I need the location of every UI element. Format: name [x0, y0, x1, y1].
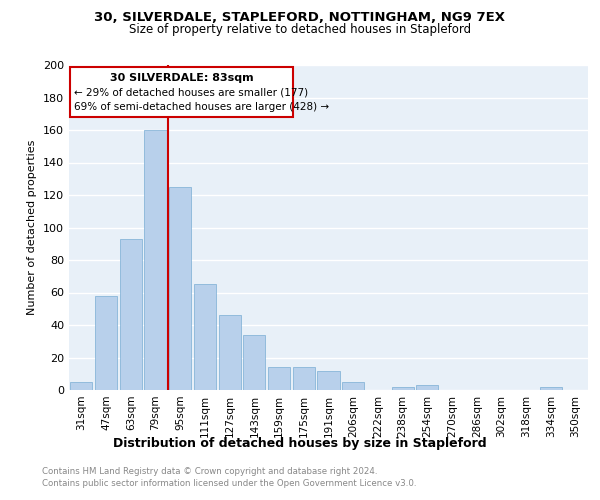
Bar	[119, 239, 142, 390]
Text: 69% of semi-detached houses are larger (428) →: 69% of semi-detached houses are larger (…	[74, 102, 329, 113]
Bar	[95, 296, 117, 390]
Bar	[268, 367, 290, 390]
Text: Distribution of detached houses by size in Stapleford: Distribution of detached houses by size …	[113, 438, 487, 450]
Bar	[70, 382, 92, 390]
Bar	[293, 367, 315, 390]
Text: Contains public sector information licensed under the Open Government Licence v3: Contains public sector information licen…	[42, 479, 416, 488]
Bar	[145, 130, 167, 390]
Bar	[218, 316, 241, 390]
Text: 30 SILVERDALE: 83sqm: 30 SILVERDALE: 83sqm	[110, 73, 253, 83]
Text: Size of property relative to detached houses in Stapleford: Size of property relative to detached ho…	[129, 22, 471, 36]
Bar	[194, 284, 216, 390]
Text: 30, SILVERDALE, STAPLEFORD, NOTTINGHAM, NG9 7EX: 30, SILVERDALE, STAPLEFORD, NOTTINGHAM, …	[95, 11, 505, 24]
Bar	[540, 387, 562, 390]
Bar	[416, 385, 439, 390]
Bar	[342, 382, 364, 390]
Bar	[243, 335, 265, 390]
FancyBboxPatch shape	[70, 66, 293, 117]
Bar	[317, 370, 340, 390]
Bar	[392, 387, 414, 390]
Text: ← 29% of detached houses are smaller (177): ← 29% of detached houses are smaller (17…	[74, 88, 308, 98]
Y-axis label: Number of detached properties: Number of detached properties	[28, 140, 37, 315]
Bar	[169, 187, 191, 390]
Text: Contains HM Land Registry data © Crown copyright and database right 2024.: Contains HM Land Registry data © Crown c…	[42, 468, 377, 476]
